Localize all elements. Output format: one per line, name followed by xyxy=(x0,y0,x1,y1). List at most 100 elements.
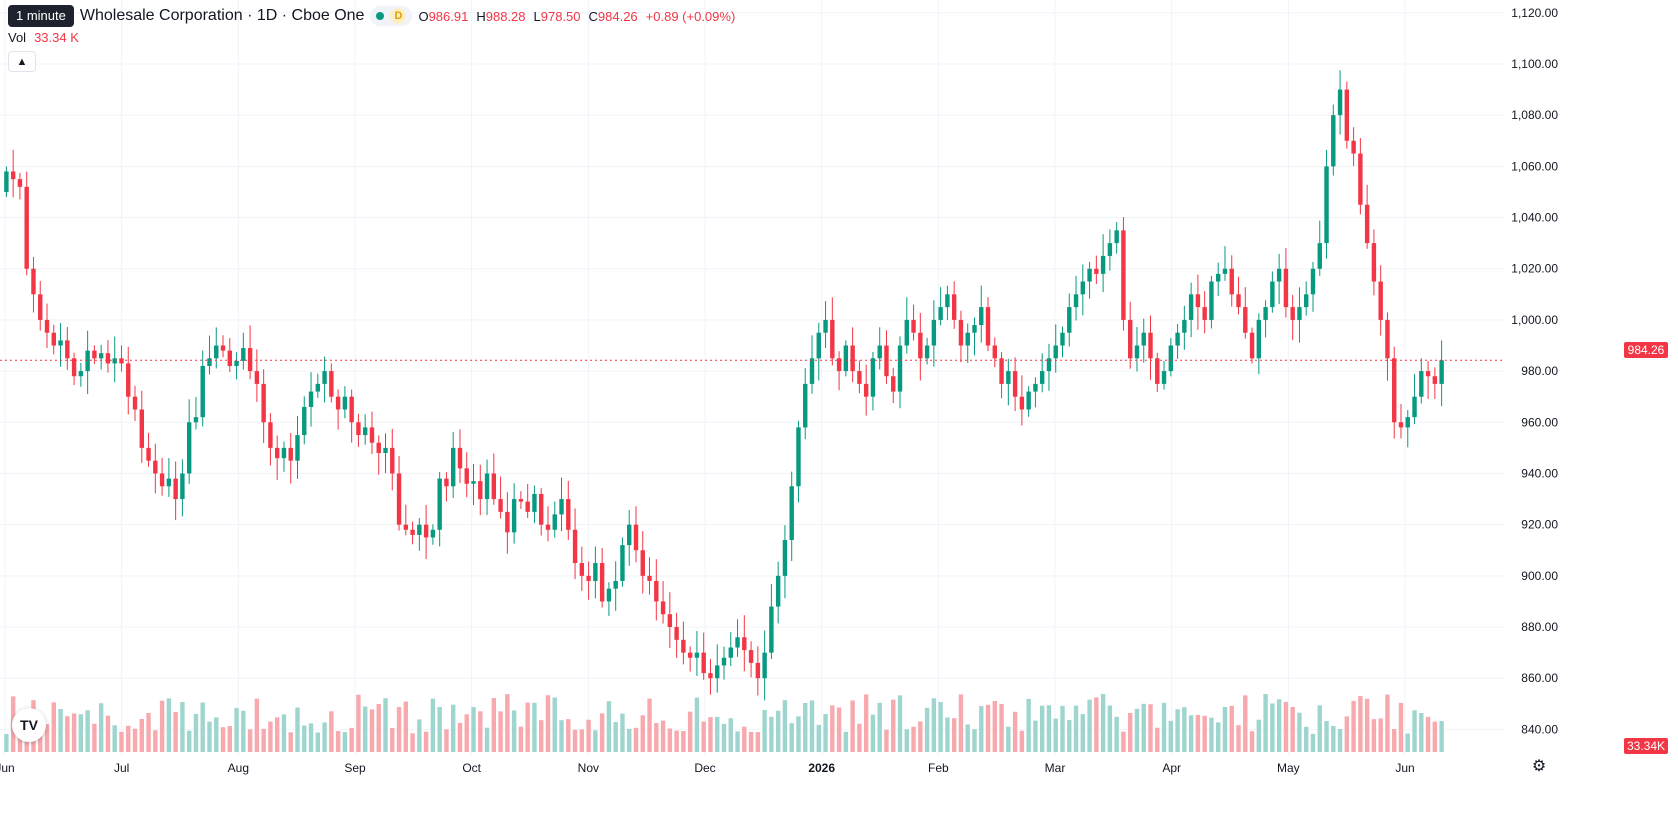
high-value: 988.28 xyxy=(485,8,526,24)
volume-bar xyxy=(1290,707,1295,752)
volume-bar xyxy=(1236,725,1241,752)
candle-body xyxy=(1378,281,1383,320)
candle-body xyxy=(1398,422,1404,428)
candle-body xyxy=(1412,396,1417,418)
volume-bar xyxy=(1019,730,1025,752)
ohlc-values: O986.91 H988.28 L978.50 C984.26 +0.89 (+… xyxy=(418,9,735,24)
candle-body xyxy=(234,360,239,366)
candle-body xyxy=(748,650,754,663)
volume-bar xyxy=(1249,731,1255,752)
volume-bar xyxy=(1344,716,1350,752)
volume-bar xyxy=(870,714,876,752)
candle-body xyxy=(1141,332,1146,346)
candle-body xyxy=(186,422,192,474)
volume-bar xyxy=(1331,725,1336,752)
candle-body xyxy=(1046,358,1052,372)
volume-bar xyxy=(78,714,84,752)
chevron-up-icon: ▲ xyxy=(16,55,28,68)
price-tick-label: 840.00 xyxy=(1521,722,1558,736)
settings-gear-icon[interactable]: ⚙ xyxy=(1531,758,1547,775)
volume-bar xyxy=(715,716,720,752)
candle-body xyxy=(965,332,970,346)
volume-bar xyxy=(180,702,185,752)
volume-bar xyxy=(1405,733,1410,752)
volume-bar xyxy=(288,732,293,752)
candle-body xyxy=(877,345,882,359)
time-tick-label: Jun xyxy=(0,761,15,775)
candle-body xyxy=(410,529,415,535)
candle-body xyxy=(572,529,578,564)
volume-bar xyxy=(1067,719,1072,752)
volume-bar xyxy=(1371,719,1377,752)
volume-bar xyxy=(335,731,341,752)
time-axis[interactable]: Jun Jul Aug Sep Oct Nov Dec 2026 Feb Mar Apr May Jun xyxy=(0,761,1415,775)
price-axis[interactable]: 1,120.00 1,100.00 1,080.00 1,060.00 1,040.00… xyxy=(1511,6,1558,737)
time-tick-label: Apr xyxy=(1162,761,1181,775)
collapse-legend-button[interactable]: ▲ xyxy=(8,51,36,72)
volume-bar xyxy=(1270,703,1275,752)
interval-chip[interactable]: 1 minute xyxy=(8,5,74,27)
candle-body xyxy=(349,396,354,423)
volume-bar xyxy=(782,700,788,752)
volume-bar xyxy=(98,703,104,752)
volume-bar xyxy=(775,710,781,752)
candle-body xyxy=(735,637,740,648)
volume-bar xyxy=(193,713,199,752)
volume-bar xyxy=(491,698,497,752)
candle-body xyxy=(58,340,63,346)
candle-body xyxy=(830,319,835,359)
symbol-title[interactable]: Wholesale Corporation · 1D · Cboe One xyxy=(79,7,365,24)
volume-bar xyxy=(1202,715,1207,752)
volume-bar xyxy=(58,709,63,752)
candle-body xyxy=(850,345,855,372)
candle-body xyxy=(979,307,984,326)
candle-body xyxy=(1344,89,1350,141)
volume-bar xyxy=(532,702,537,752)
volume-bar xyxy=(1283,701,1289,752)
volume-bar xyxy=(505,694,510,752)
candle-body xyxy=(816,332,821,359)
candle-body xyxy=(390,447,395,474)
market-status-pill[interactable]: D xyxy=(370,6,413,26)
volume-bar xyxy=(1026,698,1031,752)
volume-bar xyxy=(17,732,23,752)
candle-body xyxy=(1256,319,1262,359)
volume-bar xyxy=(1419,713,1424,752)
volume-bar xyxy=(302,725,307,752)
volume-bar xyxy=(200,702,205,752)
tradingview-logo-icon[interactable]: TV xyxy=(12,708,46,742)
candle-body xyxy=(1419,371,1424,397)
volume-bar xyxy=(362,706,368,752)
open-key: O xyxy=(418,8,429,24)
candle-body xyxy=(214,345,219,359)
candle-body xyxy=(559,499,564,515)
candle-body xyxy=(437,478,442,530)
low-value: 978.50 xyxy=(540,8,581,24)
time-tick-label: Feb xyxy=(928,761,949,775)
volume-bar xyxy=(728,718,733,752)
volume-bar xyxy=(51,702,56,752)
candle-body xyxy=(843,345,849,372)
volume-bar xyxy=(836,707,842,752)
candle-body xyxy=(863,383,869,397)
candle-body xyxy=(65,340,70,359)
candle-body xyxy=(1439,360,1444,384)
volume-bar xyxy=(1121,731,1126,752)
candle-body xyxy=(1039,371,1045,384)
candle-body xyxy=(803,383,808,428)
volume-bar xyxy=(1094,697,1099,752)
candle-body xyxy=(674,627,679,640)
volume-bar xyxy=(1161,702,1167,752)
volume-bar xyxy=(755,732,761,752)
candle-body xyxy=(775,575,781,607)
volume-bar xyxy=(857,723,862,752)
volume-bar xyxy=(1114,716,1119,752)
volume-bar xyxy=(1006,726,1011,752)
volume-label[interactable]: Vol xyxy=(8,30,27,45)
volume-bar xyxy=(159,700,165,752)
candle-body xyxy=(1012,371,1018,397)
candle-body xyxy=(430,529,436,538)
volume-bar xyxy=(471,707,476,752)
volume-bar xyxy=(809,700,815,752)
